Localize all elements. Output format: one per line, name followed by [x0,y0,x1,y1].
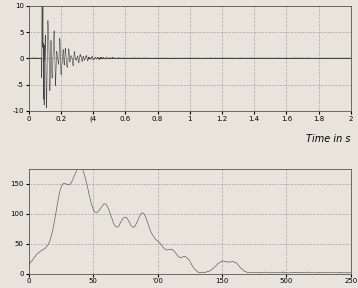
Text: Time in s: Time in s [306,134,351,144]
